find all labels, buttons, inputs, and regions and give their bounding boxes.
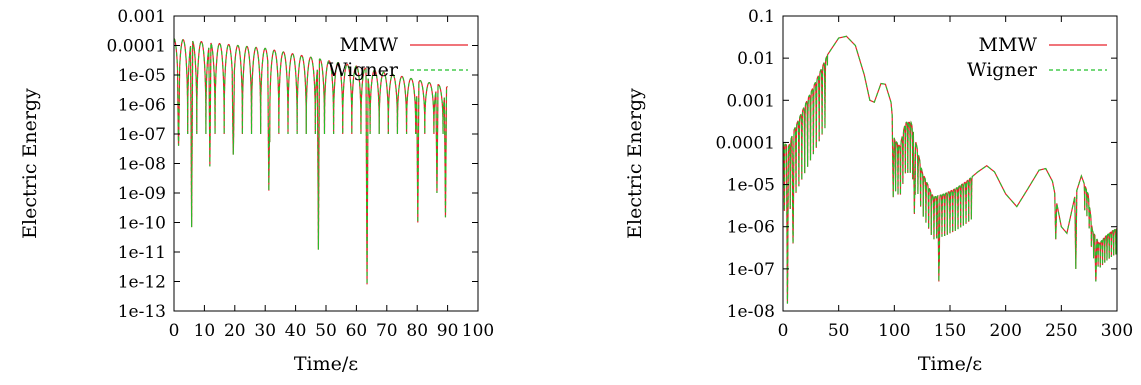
legend-label-mmw: MMW: [979, 34, 1038, 56]
x-tick-label: 0: [778, 321, 789, 341]
x-tick-label: 100: [878, 321, 910, 341]
x-tick-label: 50: [315, 321, 337, 341]
y-tick-label: 1e-06: [727, 218, 775, 238]
y-tick-label: 0.001: [726, 91, 775, 111]
y-tick-label: 1e-07: [727, 260, 775, 280]
plot-frame: [782, 15, 1118, 312]
x-tick-label: 20: [224, 321, 246, 341]
x-tick-label: 100: [462, 321, 494, 341]
chart-left: 0 10 20 30 40 50 60 70 80 90 100 1e-13 1e-12 1e-11 1e-…: [19, 7, 494, 375]
y-axis-label: Electric Energy: [624, 88, 646, 239]
x-tick-label: 60: [346, 321, 368, 341]
x-tick-label: 0: [169, 321, 180, 341]
y-tick-label: 1e-07: [118, 125, 166, 145]
y-axis-label: Electric Energy: [19, 88, 41, 239]
series-line-wigner: [783, 35, 1117, 304]
y-tick-label: 1e-06: [118, 96, 166, 116]
x-tick-label: 150: [934, 321, 966, 341]
x-tick-label: 50: [828, 321, 850, 341]
x-tick-label: 300: [1101, 321, 1133, 341]
x-axis-label: Time/ε: [918, 353, 982, 375]
x-tick-label: 10: [194, 321, 216, 341]
plot-frame: [173, 15, 479, 312]
x-axis-label: Time/ε: [294, 353, 358, 375]
y-tick-label: 1e-13: [118, 302, 166, 322]
x-tick-label: 40: [285, 321, 307, 341]
x-tick-label: 200: [989, 321, 1021, 341]
y-tick-label: 1e-05: [118, 66, 166, 86]
y-tick-label: 0.001: [117, 7, 166, 27]
chart-right: 0 50 100 150 200 250 300 1e-08 1e-07 1e-06 1e-05 0.…: [624, 7, 1133, 375]
y-tick-label: 0.01: [737, 49, 775, 69]
legend-label-wigner: Wigner: [328, 59, 399, 81]
y-tick-label: 1e-12: [118, 273, 166, 293]
series-line-mmw: [174, 38, 448, 285]
x-tick-label: 70: [376, 321, 398, 341]
y-tick-label: 1e-10: [118, 214, 166, 234]
x-tick-label: 30: [254, 321, 276, 341]
y-tick-label: 1e-08: [118, 155, 166, 175]
x-tick-label: 250: [1045, 321, 1077, 341]
y-tick-label: 1e-11: [118, 243, 166, 263]
y-tick-label: 1e-08: [727, 302, 775, 322]
y-tick-label: 1e-05: [727, 176, 775, 196]
y-tick-label: 0.0001: [716, 133, 775, 153]
series-line-wigner: [174, 38, 448, 285]
legend-label-mmw: MMW: [340, 34, 399, 56]
series-line-mmw: [783, 35, 1117, 304]
x-tick-label: 80: [406, 321, 428, 341]
y-tick-label: 1e-09: [118, 184, 166, 204]
y-tick-label: 0.0001: [107, 37, 166, 57]
legend-label-wigner: Wigner: [967, 59, 1038, 81]
y-tick-label: 0.1: [748, 7, 775, 27]
x-tick-label: 90: [437, 321, 459, 341]
